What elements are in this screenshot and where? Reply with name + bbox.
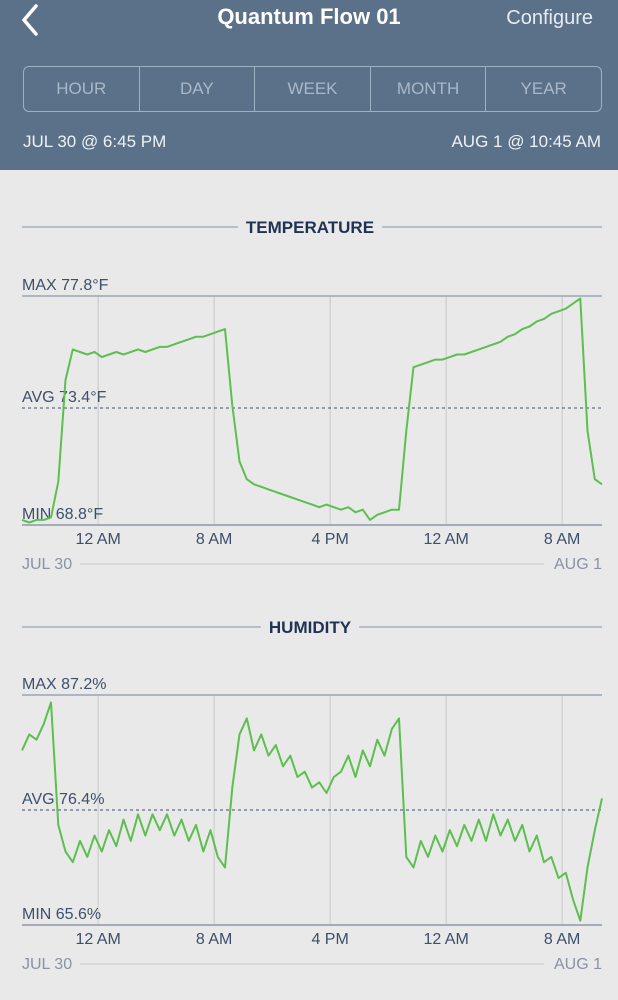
y-tick-label: MAX 87.2% [22, 676, 106, 693]
x-tick-label: 12 AM [423, 531, 468, 548]
x-tick-label: 4 PM [311, 531, 348, 548]
charts: TEMPERATURE 12 AM 8 AM 4 PM 12 AM 8 AM MIN 68.… [21, 218, 603, 973]
x-tick-label: 4 PM [311, 931, 348, 948]
range-selector: HOUR DAY WEEK MONTH YEAR [23, 66, 602, 112]
range-option[interactable]: DAY [140, 67, 256, 111]
y-tick-label: MIN 68.8°F [22, 506, 103, 523]
start-date: JUL 30 @ 6:45 PM [23, 132, 167, 151]
range-end-label: AUG 1 [554, 956, 602, 973]
screen-title: Quantum Flow 01 [217, 4, 401, 29]
y-tick-label: MIN 65.6% [22, 906, 101, 923]
y-tick-label: AVG 76.4% [22, 791, 104, 808]
data-line [21, 701, 603, 922]
data-line [21, 297, 603, 524]
y-tick-label: MAX 77.8°F [22, 277, 109, 294]
x-tick-label: 8 AM [196, 931, 232, 948]
x-tick-label: 12 AM [75, 531, 120, 548]
back-button[interactable] [14, 2, 44, 38]
end-date: AUG 1 @ 10:45 AM [451, 132, 601, 151]
x-tick-label: 8 AM [544, 931, 580, 948]
range-end-label: AUG 1 [554, 556, 602, 573]
configure-button[interactable]: Configure [506, 7, 593, 29]
range-option[interactable]: WEEK [255, 67, 371, 111]
chart-title: HUMIDITY [269, 618, 352, 637]
range-start-label: JUL 30 [22, 956, 72, 973]
range-option[interactable]: HOUR [24, 67, 140, 111]
range-option[interactable]: YEAR [520, 79, 567, 98]
x-tick-label: 8 AM [544, 531, 580, 548]
x-tick-label: 12 AM [75, 931, 120, 948]
header: Quantum Flow 01 Configure HOUR DAY WEEK MON… [0, 0, 618, 170]
range-start-label: JUL 30 [22, 556, 72, 573]
chart-title: TEMPERATURE [246, 218, 374, 237]
x-tick-label: 12 AM [423, 931, 468, 948]
range-option[interactable]: MONTH [371, 67, 487, 111]
x-tick-label: 8 AM [196, 531, 232, 548]
